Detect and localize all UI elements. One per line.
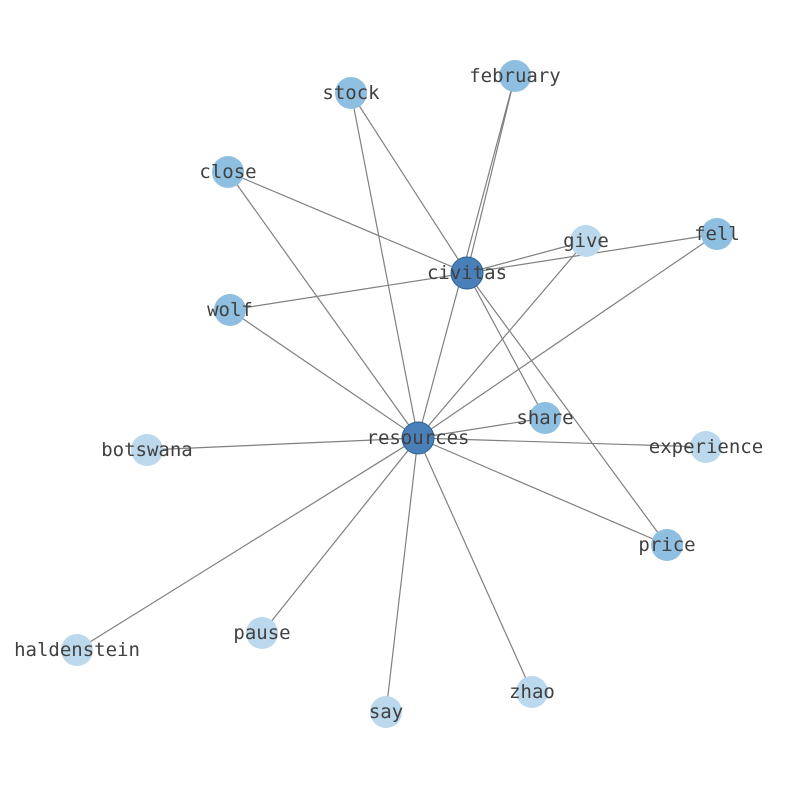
node-say — [370, 696, 402, 728]
edge-civitas-share — [466, 272, 546, 419]
edge-resources-experience — [417, 437, 707, 448]
edge-resources-close — [227, 171, 419, 439]
node-february — [499, 60, 531, 92]
node-botswana — [131, 434, 163, 466]
node-label-february: february — [469, 65, 561, 87]
node-experience — [690, 431, 722, 463]
node-label-experience: experience — [649, 436, 763, 458]
node-share — [529, 402, 561, 434]
node-label-close: close — [199, 161, 256, 183]
node-label-price: price — [638, 534, 695, 556]
node-resources — [401, 421, 435, 455]
node-label-pause: pause — [233, 622, 290, 644]
edge-resources-pause — [261, 437, 419, 634]
node-label-stock: stock — [322, 82, 380, 104]
edge-civitas-give — [466, 240, 587, 274]
node-fell — [701, 218, 733, 250]
edge-resources-zhao — [417, 437, 533, 693]
node-label-fell: fell — [694, 223, 740, 245]
node-pause — [246, 617, 278, 649]
edge-resources-say — [385, 437, 419, 713]
node-price — [651, 529, 683, 561]
node-label-say: say — [369, 701, 403, 723]
node-zhao — [516, 676, 548, 708]
node-wolf — [214, 294, 246, 326]
node-civitas — [450, 256, 484, 290]
edge-resources-haldenstein — [76, 437, 419, 651]
node-label-wolf: wolf — [207, 299, 253, 321]
node-label-share: share — [516, 407, 573, 429]
edge-civitas-february — [466, 75, 516, 274]
node-stock — [335, 77, 367, 109]
node-label-civitas: civitas — [427, 262, 507, 284]
node-label-botswana: botswana — [101, 439, 193, 461]
edge-resources-fell — [417, 233, 718, 439]
edge-civitas-price — [466, 272, 668, 546]
node-label-haldenstein: haldenstein — [14, 639, 140, 661]
node-label-zhao: zhao — [509, 681, 555, 703]
edge-resources-price — [417, 437, 668, 546]
edge-resources-botswana — [146, 437, 419, 451]
node-give — [570, 225, 602, 257]
edge-resources-share — [417, 417, 546, 439]
edge-resources-stock — [350, 92, 419, 439]
edge-civitas-stock — [350, 92, 468, 274]
node-close — [212, 156, 244, 188]
node-label-give: give — [563, 230, 609, 252]
node-label-resources: resources — [367, 427, 470, 449]
edge-resources-wolf — [229, 309, 419, 439]
edge-civitas-close — [227, 171, 468, 274]
edge-civitas-wolf — [229, 272, 468, 311]
node-haldenstein — [61, 634, 93, 666]
edge-resources-give — [417, 240, 587, 439]
